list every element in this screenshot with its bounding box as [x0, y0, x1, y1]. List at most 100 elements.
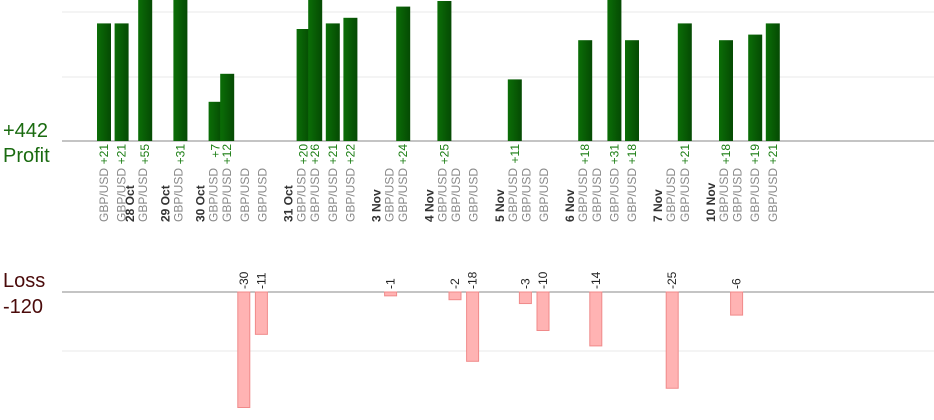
profit-value-label: +31 [607, 144, 621, 165]
grid-lines [62, 11, 934, 352]
pair-label: GBP/USD [435, 168, 449, 222]
profit-bar [719, 40, 733, 142]
profit-value-label: +7 [209, 144, 223, 158]
profit-bar [173, 0, 188, 141]
profit-bar [208, 101, 223, 141]
profit-value-label: +18 [578, 144, 592, 165]
date-label: 5 Nov [493, 189, 507, 222]
pair-label: GBP/USD [731, 168, 745, 222]
pair-label: GBP/USD [136, 168, 150, 222]
loss-bar [384, 291, 398, 297]
profit-value-label: +12 [220, 144, 234, 165]
pair-label: GBP/USD [396, 168, 410, 222]
profit-value-label: +24 [396, 144, 410, 165]
loss-label: Loss [3, 270, 46, 292]
date-label: 4 Nov [422, 189, 436, 222]
loss-bar [518, 291, 532, 305]
pair-label: GBP/USD [625, 168, 639, 222]
loss-bar [665, 291, 679, 389]
profit-total: +442 [3, 120, 49, 142]
bars [97, 0, 780, 408]
profit-value-label: +11 [508, 144, 522, 164]
loss-value-label: -30 [237, 271, 251, 289]
date-label: 30 Oct [194, 185, 208, 222]
profit-value-label: +26 [308, 144, 322, 165]
profit-bar [607, 0, 622, 141]
loss-bar [448, 291, 462, 301]
loss-value-label: -18 [466, 271, 480, 289]
pair-label: GBP/USD [238, 168, 252, 222]
profit-bar [396, 6, 411, 141]
profit-bar [296, 29, 311, 141]
profit-value-label: +21 [766, 144, 780, 165]
profit-value-label: +21 [115, 144, 129, 165]
pair-label: GBP/USD [115, 168, 129, 222]
profit-bar [325, 23, 340, 141]
profit-value-label: +21 [97, 144, 111, 165]
profit-value-label: +21 [326, 144, 340, 165]
profit-bar [578, 40, 593, 142]
profit-bar [677, 23, 692, 141]
pair-label: GBP/USD [576, 168, 590, 222]
profit-value-label: +31 [173, 144, 187, 165]
loss-bar [254, 291, 268, 335]
profit-value-label: +22 [343, 144, 357, 165]
pair-label: GBP/USD [383, 168, 397, 222]
profit-label: Profit [3, 145, 50, 167]
date-label: 31 Oct [282, 185, 296, 222]
profit-bar [97, 23, 111, 141]
profit-bar [220, 73, 235, 141]
pair-label: GBP/USD [506, 168, 520, 222]
profit-bar [625, 40, 639, 142]
pair-label: GBP/USD [449, 168, 463, 222]
pair-label: GBP/USD [326, 168, 340, 222]
loss-bar [466, 291, 480, 362]
profit-value-label: +19 [748, 144, 762, 165]
value-labels: +21 +21 +55 +31 +7+12-30 -11+20+26 +21 +22-1+24… [97, 144, 780, 289]
profit-bar [308, 0, 323, 141]
loss-total: -120 [3, 296, 44, 318]
pair-label: GBP/USD [590, 168, 604, 222]
pair-label: GBP/USD [717, 168, 731, 222]
date-label: 10 Nov [704, 182, 718, 222]
loss-value-label: -10 [536, 271, 550, 289]
profit-value-label: +18 [719, 144, 733, 165]
date-label: 28 Oct [123, 185, 137, 222]
pair-label: GBP/USD [171, 168, 185, 222]
profit-bar [343, 17, 358, 141]
profit-value-label: +55 [138, 144, 152, 165]
pair-label: GBP/USD [220, 168, 234, 222]
profit-value-label: +20 [297, 144, 311, 165]
loss-value-label: -25 [665, 271, 679, 289]
loss-bar [536, 291, 550, 331]
loss-bar [730, 291, 744, 316]
profit-bar [138, 0, 153, 141]
date-label: 7 Nov [651, 189, 665, 222]
pair-label: GBP/USD [343, 168, 357, 222]
pair-label: GBP/USD [207, 168, 221, 222]
pair-label: GBP/USD [308, 168, 322, 222]
profit-bar [437, 1, 452, 141]
loss-value-label: -14 [589, 271, 603, 289]
date-label: 6 Nov [563, 189, 577, 222]
pair-label: GBP/USD [748, 168, 762, 222]
loss-bar [589, 291, 603, 347]
pair-label: GBP/USD [295, 168, 309, 222]
profit-value-label: +21 [678, 144, 692, 165]
pair-label: GBP/USD [607, 168, 621, 222]
profit-bar [748, 34, 763, 141]
pair-label: GBP/USD [766, 168, 780, 222]
profit-bar [114, 23, 129, 141]
pair-label: GBP/USD [519, 168, 533, 222]
date-label: 3 Nov [370, 189, 384, 222]
loss-value-label: -6 [730, 278, 744, 289]
profit-bar [507, 79, 522, 141]
pair-label: GBP/USD [664, 168, 678, 222]
loss-value-label: -1 [384, 278, 398, 289]
loss-bar [237, 291, 251, 408]
loss-value-label: -3 [518, 278, 532, 289]
profit-bar [765, 23, 780, 141]
loss-value-label: -11 [254, 272, 268, 289]
